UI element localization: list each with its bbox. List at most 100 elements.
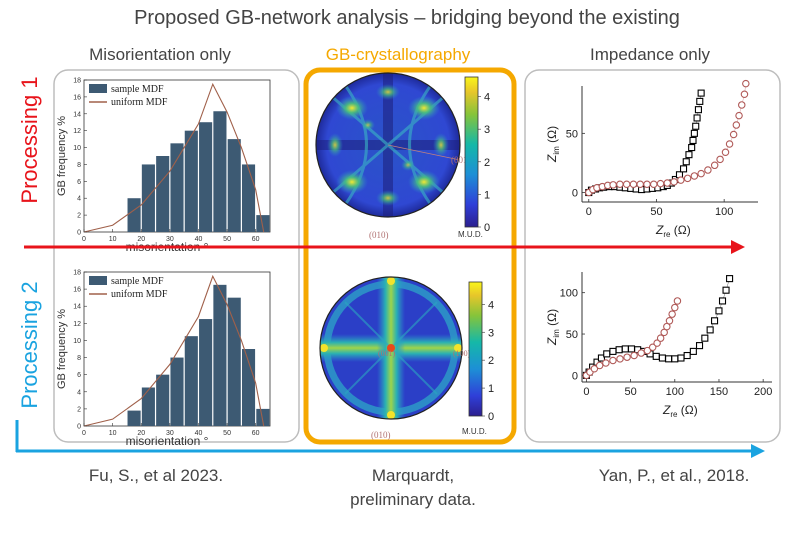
- x-axis-label-unit: (Ω): [670, 223, 690, 237]
- pole-label-010: (010): [371, 430, 391, 440]
- data-point-square: [677, 354, 685, 362]
- x-tick-label: 10: [109, 236, 117, 243]
- data-point-circle: [653, 339, 661, 347]
- x-axis-label: misorientation °: [126, 434, 209, 448]
- data-point-square: [683, 351, 691, 360]
- bar: [227, 139, 241, 232]
- column-header-impedance: Impedance only: [590, 45, 711, 64]
- data-point-square: [694, 106, 702, 114]
- data-point-square: [689, 347, 697, 355]
- bar: [170, 143, 184, 232]
- y-tick-label: 16: [73, 94, 81, 101]
- x-tick-label: 40: [195, 430, 203, 437]
- y-tick-label: 0: [572, 188, 578, 200]
- x-tick-label: 50: [650, 206, 662, 218]
- y-axis-label: GB frequency %: [56, 116, 68, 196]
- data-point-circle: [623, 353, 631, 361]
- data-point-circle: [677, 176, 685, 184]
- data-point-square: [726, 275, 734, 283]
- y-tick-label: 18: [73, 78, 81, 85]
- x-tick-label: 50: [624, 386, 636, 398]
- x-tick-label: 0: [82, 430, 86, 437]
- colorbar-tick-label: 3: [484, 124, 490, 136]
- data-point-circle: [656, 179, 665, 188]
- data-point-circle: [710, 161, 719, 170]
- y-tick-label: 6: [77, 372, 81, 379]
- data-point-square: [689, 136, 697, 144]
- uniform-mdf-line: [83, 82, 265, 233]
- y-tick-label: 50: [566, 128, 578, 140]
- data-point-circle: [690, 172, 699, 180]
- misorientation-panel: [53, 69, 300, 443]
- y-tick-label: 10: [73, 338, 81, 345]
- bar: [213, 111, 227, 232]
- stereogram-processing-1: (010) (001): [315, 72, 471, 240]
- data-point-circle: [738, 101, 746, 109]
- data-point-square: [690, 129, 698, 137]
- impedance-panel: [524, 69, 781, 443]
- y-tick-label: 6: [77, 179, 81, 186]
- data-point-circle: [609, 356, 617, 365]
- data-point-square: [696, 97, 704, 105]
- y-axis-label-unit: (Ω): [545, 309, 559, 329]
- legend-label-sample: sample MDF: [111, 276, 164, 287]
- x-tick-label: 50: [223, 430, 231, 437]
- data-point-square: [688, 144, 696, 152]
- colorbar-tick-label: 4: [488, 299, 494, 311]
- x-tick-label: 150: [710, 386, 728, 398]
- data-point-square: [711, 317, 719, 325]
- bar-chart-processing-2: 0 10 20 30 40 50 60 0 2 4 6 8 10 12 14 16 18 misorientati…: [56, 270, 271, 448]
- y-axis-label: Zim (Ω): [545, 309, 561, 346]
- data-point-square: [652, 352, 660, 360]
- y-tick-label: 18: [73, 270, 81, 277]
- y-axis-label-sub: im: [552, 146, 561, 155]
- pole-label-100: (100): [453, 349, 471, 358]
- data-point-square: [685, 151, 693, 159]
- gb-crystallography-box: [303, 67, 517, 445]
- y-tick-label: 12: [73, 321, 81, 328]
- colorbar-tick-label: 2: [484, 157, 490, 169]
- x-tick-label: 0: [82, 236, 86, 243]
- data-point-square: [722, 286, 730, 294]
- data-point-circle: [742, 79, 750, 88]
- bar: [256, 408, 270, 426]
- data-point-circle: [590, 365, 599, 373]
- y-tick-label: 10: [73, 145, 81, 152]
- bar: [184, 130, 198, 232]
- data-point-square: [603, 350, 611, 358]
- data-point-circle: [637, 349, 645, 357]
- data-point-square: [609, 347, 617, 355]
- bar: [199, 122, 213, 232]
- data-point-circle: [704, 166, 712, 174]
- data-point-square: [718, 297, 727, 305]
- data-point-square: [692, 122, 700, 130]
- x-tick-label: 30: [166, 430, 174, 437]
- x-tick-label: 100: [715, 206, 733, 218]
- x-axis-label-sub: re: [670, 410, 678, 419]
- data-point-circle: [643, 346, 652, 355]
- row-label-processing-2: Processing 2: [17, 281, 42, 408]
- x-axis-label-sub: re: [663, 230, 671, 239]
- y-axis-label-unit: (Ω): [545, 126, 559, 146]
- row-label-processing-1: Processing 1: [17, 76, 42, 203]
- pole-label-010: (010): [369, 230, 389, 240]
- column-header-misorientation: Misorientation only: [89, 45, 231, 64]
- data-point-square: [697, 89, 705, 97]
- data-point-circle: [622, 180, 631, 188]
- x-tick-label: 60: [252, 430, 260, 437]
- data-point-square: [679, 165, 688, 173]
- y-tick-label: 50: [566, 329, 578, 341]
- column-header-gb-crystallography: GB-crystallography: [326, 45, 471, 64]
- data-point-circle: [671, 303, 679, 312]
- data-point-square: [615, 346, 623, 354]
- data-point-square: [597, 354, 605, 362]
- y-tick-label: 0: [572, 370, 578, 382]
- data-point-square: [682, 158, 690, 166]
- x-tick-label: 60: [252, 236, 260, 243]
- data-point-square: [627, 345, 636, 353]
- data-point-square: [621, 345, 629, 353]
- x-tick-label: 20: [137, 430, 145, 437]
